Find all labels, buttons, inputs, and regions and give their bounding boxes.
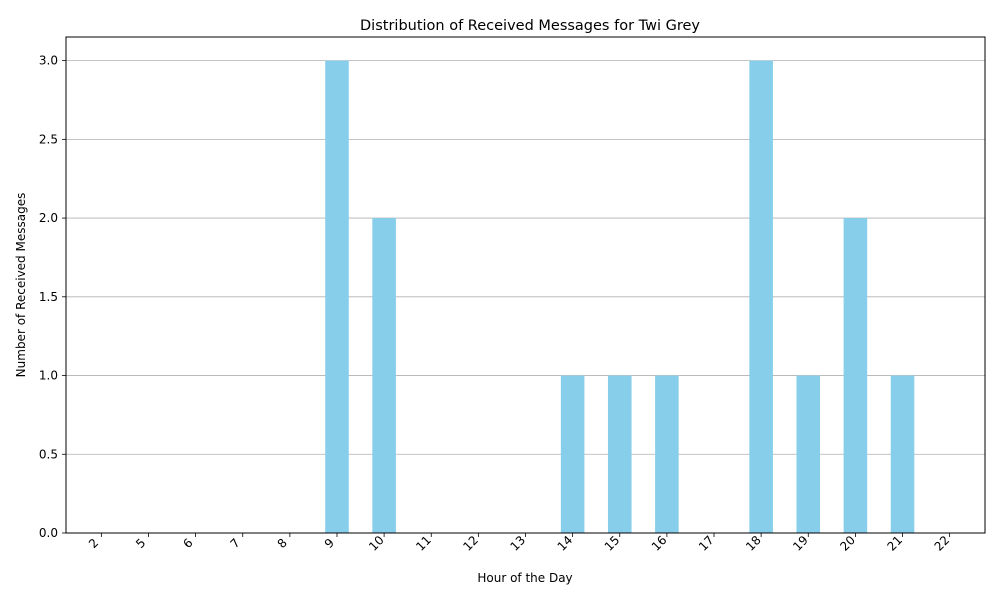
x-tick-label: 22 [932, 533, 953, 554]
chart-title: Distribution of Received Messages for Tw… [360, 18, 700, 34]
x-tick-label: 13 [507, 533, 528, 554]
x-tick-label: 10 [366, 533, 387, 554]
y-tick-label: 2.5 [39, 132, 58, 146]
x-tick-label: 20 [837, 533, 858, 554]
y-tick-label: 0.5 [39, 447, 58, 461]
x-tick-label: 17 [696, 533, 717, 554]
y-axis-label: Number of Received Messages [14, 193, 28, 378]
x-tick-label: 2 [86, 536, 101, 551]
x-tick-label: 19 [790, 533, 811, 554]
x-tick-label: 18 [743, 533, 764, 554]
x-tick-label: 7 [227, 536, 242, 551]
x-tick-label: 15 [602, 533, 623, 554]
gridlines [66, 60, 985, 534]
x-tick-label: 6 [180, 536, 195, 551]
bar-hour-21 [890, 375, 915, 533]
bar-hour-15 [607, 375, 632, 533]
x-tick-label: 11 [413, 533, 434, 554]
bar-hour-9 [325, 60, 349, 533]
x-tick-label: 21 [885, 533, 906, 554]
y-tick-label: 3.0 [39, 54, 58, 68]
bar-hour-19 [796, 375, 821, 533]
y-tick-label: 1.0 [39, 369, 58, 383]
y-tick-label: 2.0 [39, 211, 58, 225]
x-axis-label: Hour of the Day [477, 571, 572, 585]
bar-hour-10 [372, 218, 396, 534]
x-tick-label: 16 [649, 533, 670, 554]
x-tick-label: 14 [555, 533, 576, 554]
bars [325, 60, 915, 534]
bar-hour-14 [560, 375, 585, 533]
y-tick-label: 0.0 [39, 526, 58, 540]
y-tick-label: 1.5 [39, 290, 58, 304]
x-axis-ticks: 2 5 6 7 8 9 10 11 12 13 14 15 16 17 18 19 20 21 22 [86, 533, 952, 554]
bar-hour-16 [655, 375, 679, 533]
x-tick-label: 9 [322, 536, 337, 551]
x-tick-label: 8 [275, 536, 290, 551]
bar-hour-18 [749, 60, 773, 533]
x-tick-label: 5 [133, 536, 148, 551]
y-axis-ticks: 0.0 0.5 1.0 1.5 2.0 2.5 3.0 [39, 54, 66, 540]
bar-hour-20 [843, 218, 868, 534]
x-tick-label: 12 [460, 533, 481, 554]
